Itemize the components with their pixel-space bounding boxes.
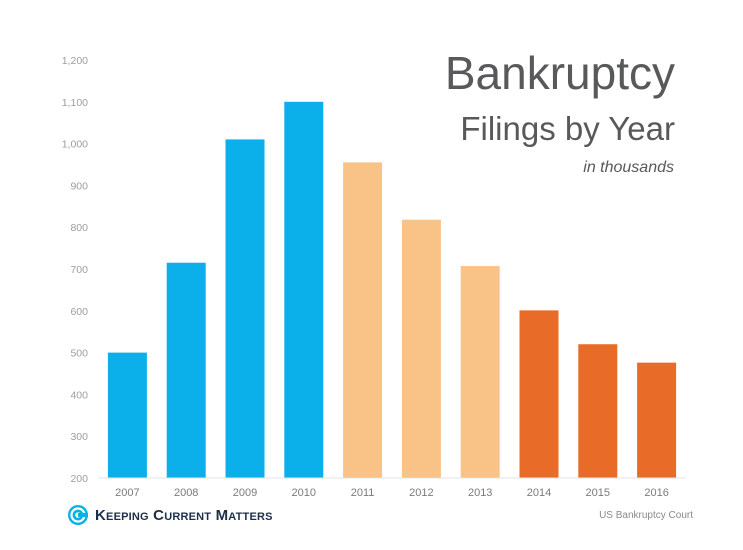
bar-2007 [107,352,147,478]
x-tick-label: 2010 [292,487,316,499]
x-tick-label: 2015 [586,487,610,499]
bar-2008 [166,262,206,478]
y-tick-label: 1,000 [62,139,88,151]
y-tick-label: 600 [70,306,88,318]
chart-title: Bankruptcy [444,47,675,99]
y-axis-ticks: 200 300 400 500 600 700 800 900 1,000 1,100 1,200 [62,55,88,485]
bar-2009 [225,139,265,479]
brand-logo: Keeping Current Matters [67,504,273,526]
kcm-logo-icon [68,505,88,525]
bar-2012 [401,219,441,478]
y-tick-label: 900 [70,180,88,192]
x-axis-ticks: 2007 2008 2009 2010 2011 2012 2013 2014 2015 2016 [115,487,669,499]
x-tick-label: 2016 [644,487,668,499]
x-tick-label: 2014 [527,487,551,499]
bar-2013 [460,266,500,478]
x-tick-label: 2012 [409,487,433,499]
y-tick-label: 500 [70,348,88,360]
x-tick-label: 2013 [468,487,492,499]
y-tick-label: 700 [70,264,88,276]
y-tick-label: 1,200 [62,55,88,67]
x-tick-label: 2011 [351,487,375,499]
unit-note: in thousands [583,159,674,176]
x-tick-label: 2008 [174,487,198,499]
bar-2010 [284,101,324,479]
x-tick-label: 2009 [233,487,257,499]
y-tick-label: 200 [70,473,88,485]
y-tick-label: 800 [70,222,88,234]
bars [107,101,677,479]
bar-2011 [343,162,383,478]
source-note: US Bankruptcy Court [599,510,693,521]
chart-subtitle: Filings by Year [460,110,675,147]
brand-name: Keeping Current Matters [95,506,273,524]
y-tick-label: 300 [70,431,88,443]
bar-2014 [519,310,559,478]
x-tick-label: 2007 [115,487,139,499]
y-tick-label: 400 [70,389,88,401]
y-tick-label: 1,100 [62,97,88,109]
bar-2015 [578,344,618,478]
bar-2016 [637,362,677,478]
